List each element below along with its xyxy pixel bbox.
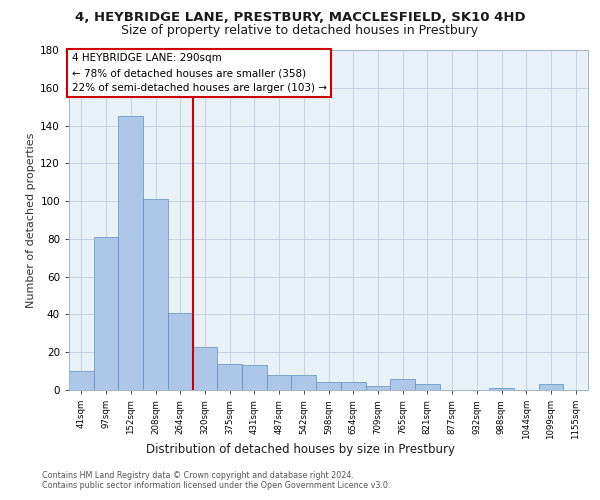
- Bar: [143, 199, 168, 390]
- Bar: [217, 364, 242, 390]
- Bar: [365, 386, 390, 390]
- Bar: [118, 116, 143, 390]
- Bar: [390, 378, 415, 390]
- Bar: [316, 382, 341, 390]
- Bar: [341, 382, 365, 390]
- Bar: [292, 375, 316, 390]
- Text: 4, HEYBRIDGE LANE, PRESTBURY, MACCLESFIELD, SK10 4HD: 4, HEYBRIDGE LANE, PRESTBURY, MACCLESFIE…: [74, 11, 526, 24]
- Bar: [193, 346, 217, 390]
- Y-axis label: Number of detached properties: Number of detached properties: [26, 132, 36, 308]
- Bar: [539, 384, 563, 390]
- Text: Contains HM Land Registry data © Crown copyright and database right 2024.: Contains HM Land Registry data © Crown c…: [42, 471, 354, 480]
- Text: 4 HEYBRIDGE LANE: 290sqm
← 78% of detached houses are smaller (358)
22% of semi-: 4 HEYBRIDGE LANE: 290sqm ← 78% of detach…: [71, 54, 326, 93]
- Bar: [69, 371, 94, 390]
- Bar: [242, 366, 267, 390]
- Bar: [168, 312, 193, 390]
- Bar: [94, 237, 118, 390]
- Bar: [267, 375, 292, 390]
- Text: Size of property relative to detached houses in Prestbury: Size of property relative to detached ho…: [121, 24, 479, 37]
- Bar: [415, 384, 440, 390]
- Text: Contains public sector information licensed under the Open Government Licence v3: Contains public sector information licen…: [42, 481, 391, 490]
- Text: Distribution of detached houses by size in Prestbury: Distribution of detached houses by size …: [146, 442, 455, 456]
- Bar: [489, 388, 514, 390]
